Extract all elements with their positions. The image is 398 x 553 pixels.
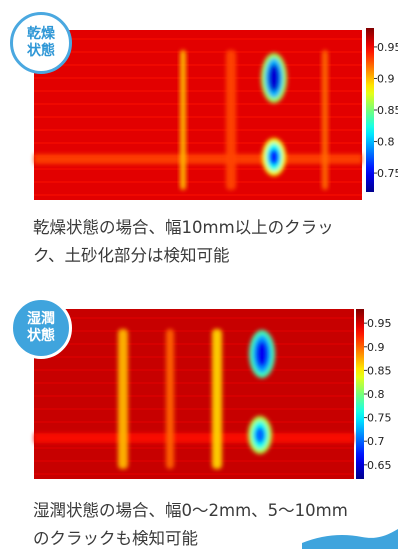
wet-state-panel: 0.95 0.9 0.85 0.8 0.75 0.7 0.65 湿潤 状態 (0, 287, 398, 492)
heatmap-texture-line (34, 460, 354, 462)
heatmap-texture-line (34, 369, 354, 371)
colorbar-tick-label: 0.75 (377, 167, 398, 180)
heatmap-texture-line (34, 356, 354, 358)
heatmap-texture-line (34, 473, 354, 475)
colorbar-tick-label: 0.7 (367, 435, 385, 448)
caption-line2: ク、土砂化部分は検知可能 (33, 246, 230, 265)
colorbar-tick-label: 0.8 (367, 388, 385, 401)
dry-heatmap-chart: 0.95 0.9 0.85 0.8 0.75 (34, 28, 398, 200)
heatmap-texture-line (34, 129, 362, 131)
colorbar-tick-label: 0.95 (377, 41, 398, 54)
badge-line2: 状態 (27, 43, 55, 59)
heatmap-anomaly-spot (261, 53, 287, 103)
heatmap-texture-line (34, 181, 362, 183)
heatmap-texture-line (34, 408, 354, 410)
heatmap-texture-line (34, 447, 354, 449)
colorbar-tick-label: 0.65 (367, 459, 392, 472)
heatmap-vertical-band (212, 329, 222, 469)
wet-state-badge: 湿潤 状態 (10, 297, 72, 359)
dry-state-panel: 0.95 0.9 0.85 0.8 0.75 乾燥 状態 (0, 0, 398, 205)
heatmap-vertical-band (118, 329, 128, 469)
heatmap-texture-line (34, 330, 354, 332)
heatmap-texture-line (34, 168, 362, 170)
heatmap-background (34, 309, 354, 479)
heatmap-texture-line (34, 395, 354, 397)
heatmap-texture-line (34, 90, 362, 92)
heatmap-anomaly-spot (262, 138, 286, 176)
colorbar (366, 28, 374, 192)
badge-line1: 乾燥 (27, 26, 55, 42)
heatmap-anomaly-spot (249, 330, 275, 378)
heatmap-texture-line (34, 194, 362, 196)
colorbar-tick-label: 0.85 (377, 104, 398, 117)
colorbar-tick-label: 0.75 (367, 412, 392, 425)
heatmap-horizontal-band (34, 154, 362, 164)
heatmap-texture-line (34, 77, 362, 79)
colorbar-tick-label: 0.8 (377, 136, 395, 149)
wet-state-caption: 湿潤状態の場合、幅0〜2mm、5〜10mm のクラックも検知可能 (33, 497, 393, 553)
heatmap-texture-line (34, 51, 362, 53)
colorbar (356, 309, 364, 479)
colorbar-tick-label: 0.9 (377, 72, 395, 85)
heatmap-texture-line (34, 38, 362, 40)
wet-heatmap-chart: 0.95 0.9 0.85 0.8 0.75 0.7 0.65 (34, 309, 392, 479)
heatmap-texture-line (34, 64, 362, 66)
heatmap-background (34, 30, 362, 200)
badge-line1: 湿潤 (27, 311, 55, 327)
heatmap-vertical-band (166, 329, 174, 469)
heatmap-texture-line (34, 421, 354, 423)
heatmap-vertical-band (226, 50, 236, 190)
badge-line2: 状態 (27, 328, 55, 344)
colorbar-tick-label: 0.85 (367, 364, 392, 377)
heatmap-vertical-band (180, 50, 186, 190)
heatmap-vertical-band (322, 50, 328, 190)
colorbar-tick-label: 0.9 (367, 341, 385, 354)
wave-decoration (302, 529, 398, 549)
colorbar-tick-label: 0.95 (367, 317, 392, 330)
caption-line1: 乾燥状態の場合、幅10mm以上のクラッ (33, 218, 334, 237)
heatmap-texture-line (34, 343, 354, 345)
heatmap-texture-line (34, 317, 354, 319)
heatmap-texture-line (34, 103, 362, 105)
heatmap-texture-line (34, 382, 354, 384)
dry-state-badge: 乾燥 状態 (10, 12, 72, 74)
heatmap-anomaly-spot (248, 416, 272, 454)
caption-line1: 湿潤状態の場合、幅0〜2mm、5〜10mm (33, 501, 348, 520)
heatmap-texture-line (34, 142, 362, 144)
dry-state-caption: 乾燥状態の場合、幅10mm以上のクラッ ク、土砂化部分は検知可能 (33, 214, 393, 270)
heatmap-horizontal-band (34, 433, 354, 443)
heatmap-texture-line (34, 116, 362, 118)
caption-line2: のクラックも検知可能 (33, 529, 198, 548)
